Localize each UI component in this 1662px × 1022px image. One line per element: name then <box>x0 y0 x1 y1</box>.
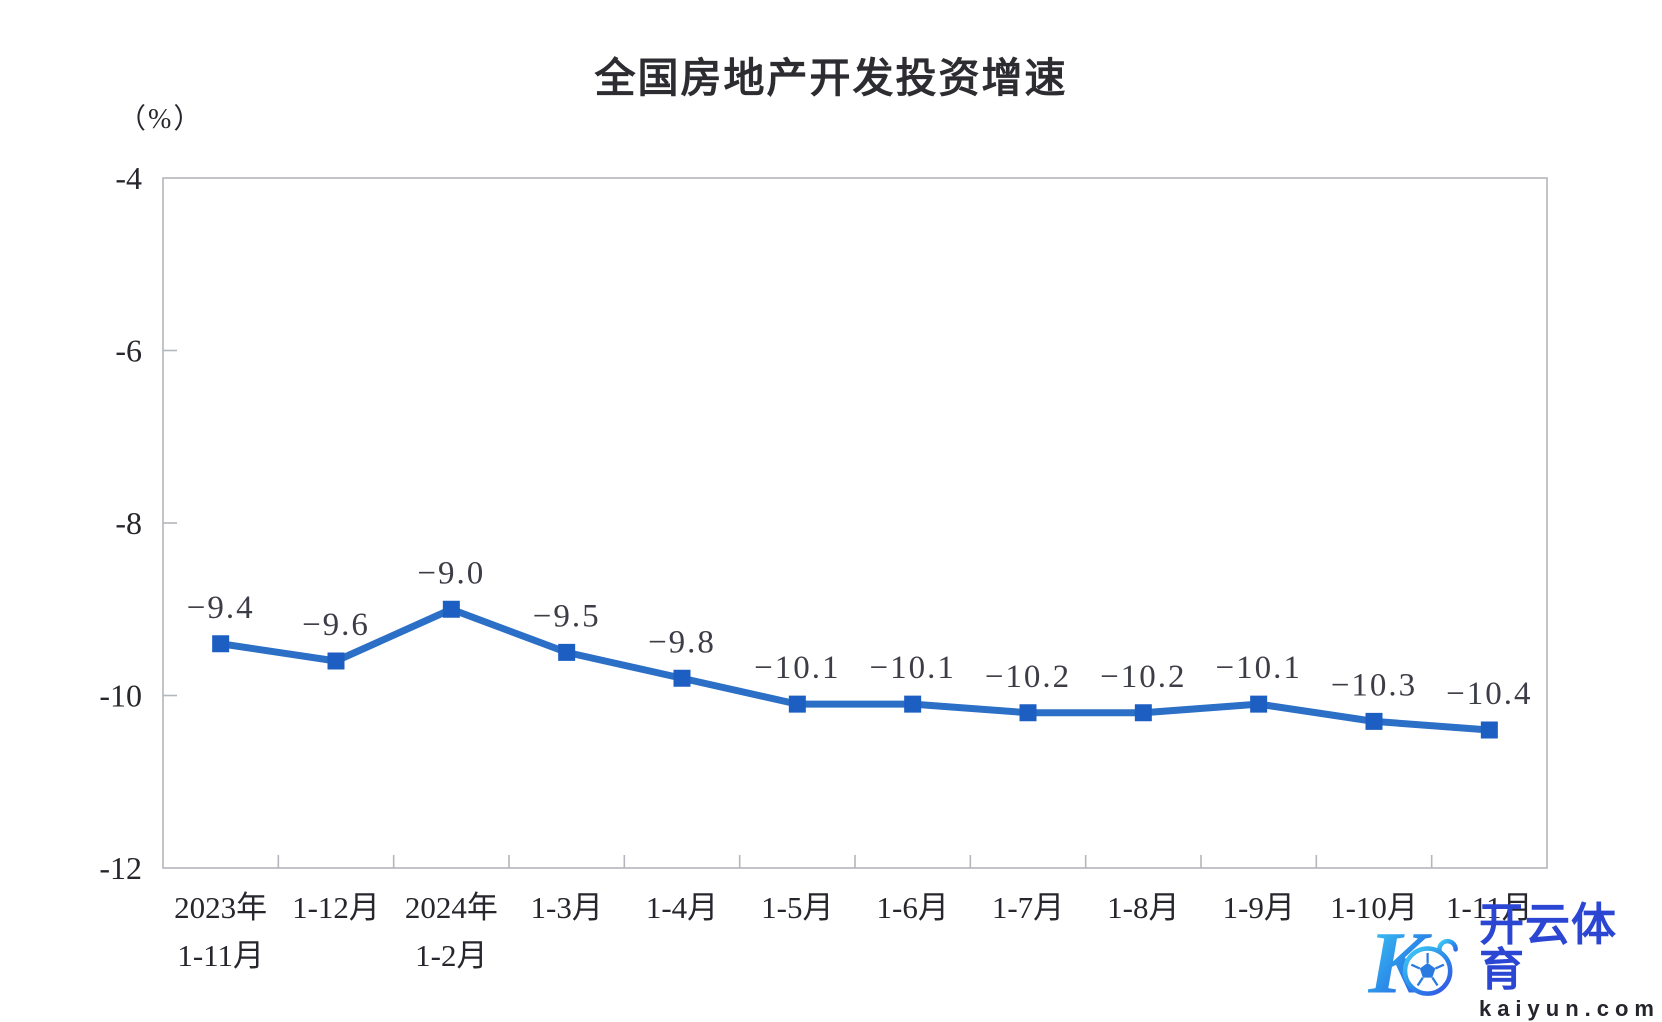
x-tick-label: 1-9月 <box>1223 890 1295 925</box>
data-point-marker <box>1019 704 1037 722</box>
soccer-ball-pentagon <box>1419 962 1436 978</box>
x-tick-label: 1-6月 <box>877 890 949 925</box>
soccer-ball-seams <box>1410 952 1445 987</box>
data-point-label: −10.1 <box>1215 650 1301 686</box>
data-point-marker <box>1134 704 1152 722</box>
data-point-label: −10.2 <box>985 659 1071 695</box>
data-point-marker <box>1250 695 1268 713</box>
data-point-label: −9.4 <box>187 590 255 626</box>
x-tick-label: 1-3月 <box>531 890 603 925</box>
watermark-domain-text: kaiyun.com <box>1478 996 1660 1021</box>
x-tick-label: 2024年 <box>405 890 498 925</box>
x-tick-label: 1-2月 <box>415 938 487 973</box>
x-tick-label: 1-11月 <box>1446 890 1533 925</box>
data-point-label: −9.6 <box>302 607 370 643</box>
data-point-marker <box>904 695 922 713</box>
kaiyun-logo-icon: K <box>1368 916 1458 1008</box>
x-tick-label: 1-7月 <box>992 890 1064 925</box>
data-point-label: −10.3 <box>1331 667 1417 703</box>
data-point-label: −9.0 <box>417 555 485 591</box>
data-point-marker <box>442 600 460 618</box>
data-point-label: −10.4 <box>1446 676 1532 712</box>
data-point-marker <box>1480 721 1498 739</box>
data-point-marker <box>558 643 576 661</box>
x-tick-label: 2023年 <box>174 890 267 925</box>
x-tick-label: 1-4月 <box>646 890 718 925</box>
y-tick-label: -10 <box>99 678 142 714</box>
y-tick-label: -12 <box>99 850 142 886</box>
data-point-label: −10.2 <box>1100 659 1186 695</box>
x-tick-label: 1-5月 <box>761 890 833 925</box>
data-point-marker <box>788 695 806 713</box>
data-point-marker <box>1365 712 1383 730</box>
y-tick-label: -8 <box>115 505 142 541</box>
watermark: K 开云体育 kaiyun.com <box>1368 902 1660 1021</box>
y-axis-unit-label: （%） <box>118 104 204 135</box>
x-tick-label: 1-10月 <box>1330 890 1418 925</box>
plot-border <box>162 177 1548 869</box>
data-point-label: −9.8 <box>648 624 716 660</box>
data-point-marker <box>212 635 230 653</box>
x-tick-label: 1-12月 <box>292 890 380 925</box>
series-line <box>217 605 1493 734</box>
x-tick-label: 1-11月 <box>177 938 264 973</box>
y-tick-label: -6 <box>115 333 142 369</box>
data-point-marker <box>327 652 345 670</box>
x-tick-label: 1-8月 <box>1107 890 1179 925</box>
data-point-label: −10.1 <box>869 650 955 686</box>
watermark-brand-text: 开云体育 <box>1478 899 1617 995</box>
data-point-marker <box>673 669 691 687</box>
chart-title: 全国房地产开发投资增速 <box>594 55 1068 101</box>
y-tick-label: -4 <box>115 160 142 196</box>
data-point-label: −10.1 <box>754 650 840 686</box>
data-point-label: −9.5 <box>533 598 601 634</box>
